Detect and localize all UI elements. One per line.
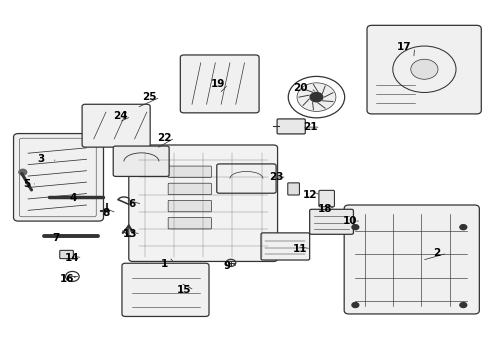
Circle shape [19, 169, 27, 175]
Text: 11: 11 [293, 244, 307, 253]
Text: 3: 3 [38, 154, 45, 163]
FancyBboxPatch shape [113, 146, 169, 176]
Circle shape [309, 93, 322, 102]
Text: 19: 19 [210, 79, 224, 89]
FancyBboxPatch shape [122, 263, 208, 316]
FancyBboxPatch shape [277, 119, 305, 134]
Text: 2: 2 [432, 248, 439, 258]
Text: 1: 1 [161, 259, 167, 269]
Circle shape [459, 302, 466, 307]
Text: 8: 8 [102, 208, 109, 218]
Text: 17: 17 [396, 42, 410, 52]
Text: 6: 6 [128, 199, 135, 209]
FancyBboxPatch shape [168, 201, 211, 212]
Circle shape [459, 225, 466, 230]
Text: 20: 20 [293, 83, 307, 93]
Text: 9: 9 [224, 261, 230, 271]
FancyBboxPatch shape [180, 55, 259, 113]
FancyBboxPatch shape [168, 166, 211, 177]
Circle shape [351, 302, 358, 307]
Text: 22: 22 [157, 133, 171, 143]
FancyBboxPatch shape [60, 250, 73, 258]
Text: 10: 10 [343, 216, 357, 226]
FancyBboxPatch shape [261, 233, 309, 260]
Text: 16: 16 [60, 274, 74, 284]
FancyBboxPatch shape [309, 209, 353, 234]
FancyBboxPatch shape [168, 183, 211, 195]
Text: 23: 23 [268, 172, 283, 182]
Text: 7: 7 [52, 233, 60, 243]
Text: 4: 4 [69, 193, 77, 203]
Text: 21: 21 [302, 122, 317, 132]
Text: 18: 18 [317, 204, 331, 214]
FancyBboxPatch shape [82, 104, 150, 147]
Text: 15: 15 [176, 285, 191, 295]
FancyBboxPatch shape [128, 145, 277, 261]
Text: 25: 25 [142, 92, 157, 102]
FancyBboxPatch shape [366, 25, 480, 114]
Text: 12: 12 [302, 190, 317, 200]
Text: 5: 5 [23, 179, 30, 189]
FancyBboxPatch shape [318, 190, 334, 207]
Circle shape [351, 225, 358, 230]
FancyBboxPatch shape [216, 164, 276, 193]
Text: 13: 13 [123, 229, 137, 239]
FancyBboxPatch shape [168, 217, 211, 229]
Text: 14: 14 [64, 253, 79, 263]
FancyBboxPatch shape [14, 134, 103, 221]
Circle shape [296, 83, 335, 111]
FancyBboxPatch shape [287, 183, 299, 195]
Text: 24: 24 [113, 111, 127, 121]
Circle shape [410, 59, 437, 79]
FancyBboxPatch shape [344, 205, 478, 314]
